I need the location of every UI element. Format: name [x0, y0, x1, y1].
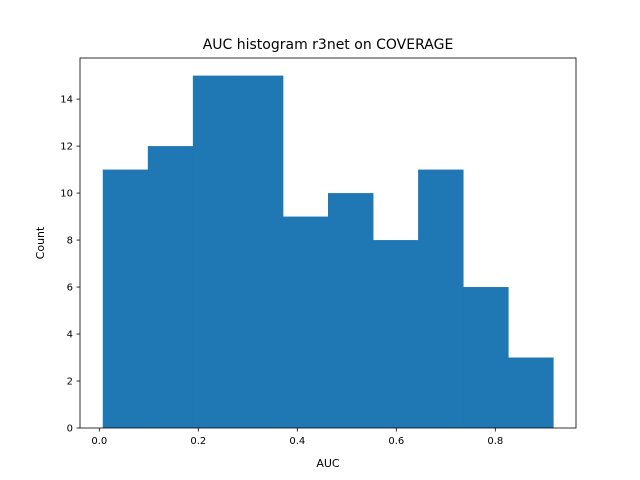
histogram-bar [147, 146, 194, 428]
chart-title: AUC histogram r3net on COVERAGE [203, 37, 454, 53]
x-axis-ticks: 0.0 0.2 0.4 0.6 0.8 [91, 428, 503, 447]
x-tick-label: 0.8 [487, 436, 503, 447]
histogram-bar [102, 169, 149, 429]
plot-frame [79, 57, 577, 429]
histogram-bar [418, 169, 464, 429]
y-tick-label: 0 [67, 424, 73, 435]
y-axis-ticks: 0 2 4 6 8 10 12 14 [60, 95, 80, 435]
histogram-bar [508, 357, 554, 428]
histogram-bar [237, 75, 284, 428]
y-tick-label: 12 [60, 142, 73, 153]
histogram-bar [192, 75, 239, 428]
y-tick-label: 4 [67, 330, 73, 341]
y-tick-label: 6 [67, 283, 73, 294]
histogram-bar [373, 240, 419, 428]
y-tick-label: 2 [67, 377, 73, 388]
histogram-bar [463, 287, 509, 428]
y-axis-label: Count [34, 226, 47, 259]
x-tick-label: 0.6 [388, 436, 404, 447]
x-tick-label: 0.4 [289, 436, 305, 447]
x-tick-label: 0.0 [91, 436, 107, 447]
y-tick-label: 10 [60, 189, 73, 200]
bars-group [102, 75, 554, 429]
x-axis-label: AUC [316, 457, 340, 470]
y-tick-label: 14 [60, 95, 73, 106]
histogram-bar [282, 216, 329, 428]
x-tick-label: 0.2 [190, 436, 206, 447]
y-tick-label: 8 [67, 236, 73, 247]
histogram-bar [328, 193, 374, 428]
